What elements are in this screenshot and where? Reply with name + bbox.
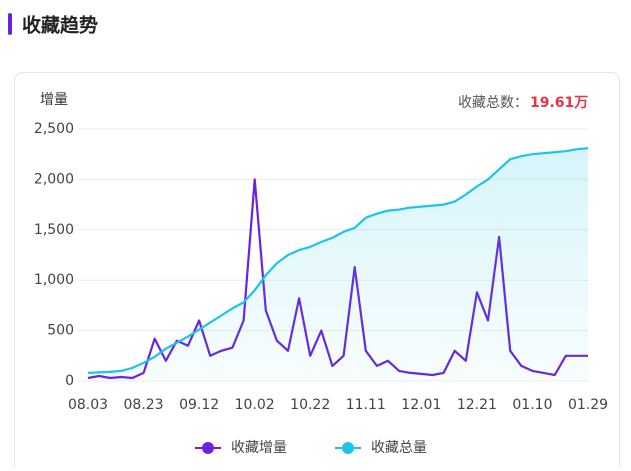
y-axis-label: 增量 [40, 92, 68, 108]
legend-label: 收藏增量 [231, 440, 287, 456]
total-label: 收藏总数： [458, 95, 528, 111]
x-tick-label: 08.23 [124, 397, 164, 413]
y-tick-label: 1,000 [34, 272, 74, 288]
x-tick-label: 12.01 [401, 397, 441, 413]
y-tick-label: 2,000 [34, 171, 74, 187]
x-tick-label: 09.12 [179, 397, 219, 413]
x-tick-label: 08.03 [68, 397, 108, 413]
area [88, 148, 588, 381]
legend-label: 收藏总量 [371, 440, 427, 456]
legend-marker [202, 442, 214, 454]
line [87, 147, 589, 374]
x-tick-label: 01.29 [568, 397, 608, 413]
total-value: 19.61万 [530, 95, 588, 111]
y-tick-label: 0 [65, 373, 74, 389]
page-title: 收藏趋势 [22, 14, 98, 37]
title-bar [8, 13, 12, 35]
x-tick-label: 01.10 [512, 397, 552, 413]
x-tick-label: 12.21 [457, 397, 497, 413]
y-tick-label: 1,500 [34, 222, 74, 238]
y-tick-label: 500 [47, 323, 74, 339]
legend-marker [342, 442, 354, 454]
x-tick-label: 11.11 [346, 397, 386, 413]
y-tick-label: 2,500 [34, 121, 74, 137]
x-tick-label: 10.22 [290, 397, 330, 413]
x-tick-label: 10.02 [235, 397, 275, 413]
